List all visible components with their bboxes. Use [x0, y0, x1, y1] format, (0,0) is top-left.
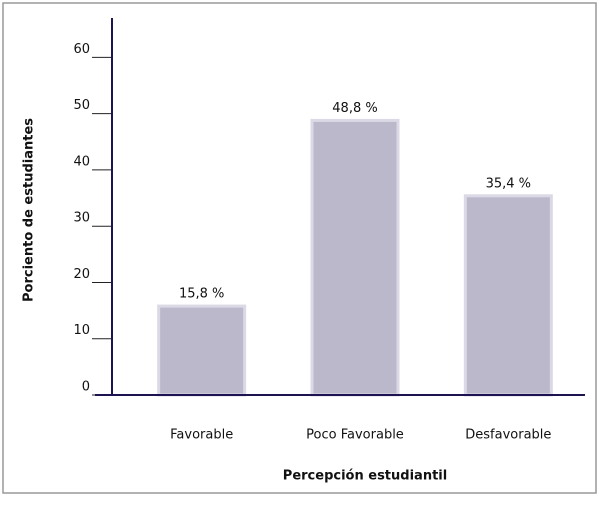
y-tick-label: 60 [73, 42, 90, 57]
y-tick-label: 0 [82, 380, 90, 395]
x-tick-label: Favorable [170, 428, 233, 443]
x-tick-label: Poco Favorable [306, 428, 404, 443]
y-tick-label: 50 [73, 98, 90, 113]
value-label: 35,4 % [486, 176, 531, 191]
y-tick-label: 10 [73, 323, 90, 338]
x-tick-label: Desfavorable [465, 428, 551, 443]
y-axis-title: Porciento de estudiantes [22, 118, 37, 302]
bar [157, 304, 247, 397]
x-axis-title: Percepción estudiantil [283, 469, 447, 484]
value-label: 15,8 % [179, 287, 224, 302]
value-label: 48,8 % [332, 101, 377, 116]
y-tick-label: 30 [73, 211, 90, 226]
y-tick-label: 20 [73, 267, 90, 282]
bar [463, 194, 553, 397]
bar [310, 118, 400, 397]
y-tick-label: 40 [73, 154, 90, 169]
